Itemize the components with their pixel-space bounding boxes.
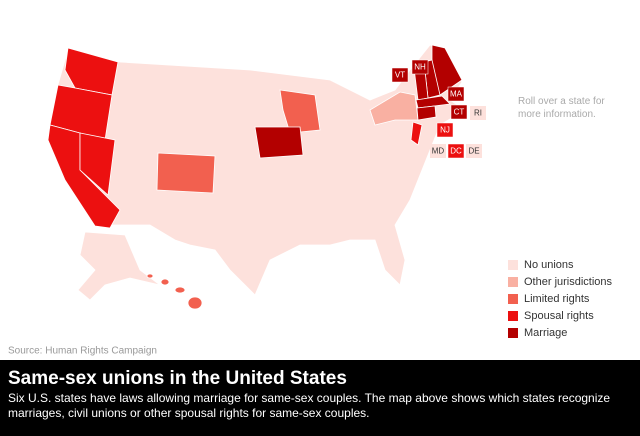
massachusetts[interactable] <box>415 95 451 109</box>
state-label: DC <box>450 147 462 156</box>
state-label-box <box>436 122 454 138</box>
hawaii[interactable] <box>160 278 170 286</box>
state-label: MD <box>432 147 445 156</box>
state-label: DE <box>468 147 479 156</box>
legend-label: Other jurisdictions <box>524 276 613 288</box>
state-label: MA <box>450 90 463 99</box>
state-label-box <box>450 104 468 120</box>
state-label-box <box>411 59 429 75</box>
state-label-box <box>470 106 486 120</box>
state-label: VT <box>395 71 405 80</box>
legend-label: Limited rights <box>524 293 590 305</box>
hint-line: more information. <box>518 109 596 120</box>
source: Source: Human Rights Campaign <box>8 346 157 357</box>
state-label-box <box>447 143 465 159</box>
state-label-box <box>466 144 482 158</box>
hint: Roll over a state for more information. <box>518 96 605 120</box>
iowa[interactable] <box>254 126 304 159</box>
legend-swatch <box>508 294 518 304</box>
banner-title: Same-sex unions in the United States <box>8 368 347 389</box>
legend-swatch <box>508 277 518 287</box>
state-label: NJ <box>440 126 450 135</box>
nevada[interactable] <box>79 132 116 196</box>
legend-label: Spousal rights <box>524 310 594 322</box>
hawaii[interactable] <box>174 286 186 294</box>
state-label: CT <box>454 108 465 117</box>
hawaii[interactable] <box>146 273 154 279</box>
state-label-box <box>430 144 446 158</box>
legend-label: No unions <box>524 259 574 271</box>
us-map <box>47 44 466 310</box>
alaska[interactable] <box>77 231 161 301</box>
banner <box>0 360 640 436</box>
legend-swatch <box>508 311 518 321</box>
hawaii[interactable] <box>187 296 203 310</box>
wisconsin[interactable] <box>279 89 321 134</box>
hint-line: Roll over a state for <box>518 96 605 107</box>
us-mainland[interactable] <box>54 44 466 296</box>
banner-description: Six U.S. states have laws allowing marri… <box>8 391 610 405</box>
state-label-box <box>447 86 465 102</box>
new-jersey[interactable] <box>410 121 423 146</box>
legend-swatch <box>508 260 518 270</box>
legend-swatch <box>508 328 518 338</box>
state-label-box <box>391 67 409 83</box>
legend-label: Marriage <box>524 327 567 339</box>
state-label: NH <box>414 63 426 72</box>
banner-description: marriages, civil unions or other spousal… <box>8 406 370 420</box>
state-label: RI <box>474 109 482 118</box>
colorado[interactable] <box>156 152 216 194</box>
connecticut[interactable] <box>416 105 437 121</box>
